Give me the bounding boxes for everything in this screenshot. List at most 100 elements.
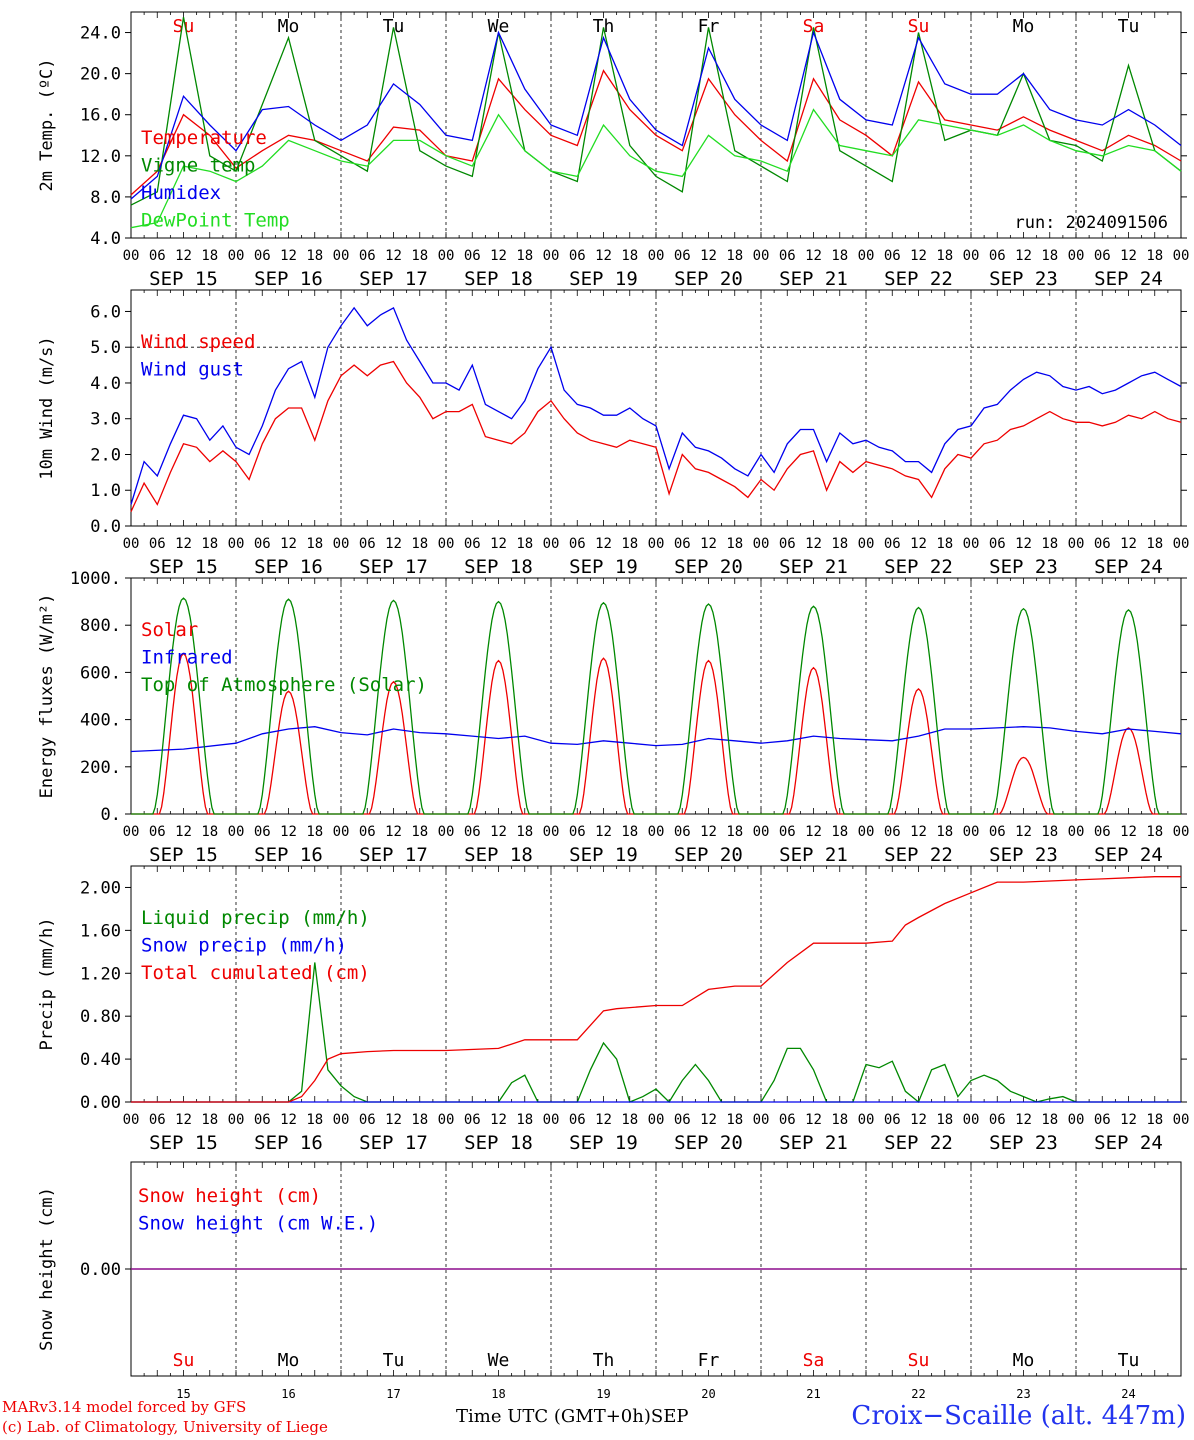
x-hour-label: 00 — [438, 824, 455, 840]
y-tick-label: 4.0 — [90, 229, 121, 249]
x-date-label: SEP 24 — [1094, 268, 1163, 290]
x-hour-label: 18 — [411, 824, 428, 840]
x-hour-label: 00 — [123, 536, 140, 552]
x-hour-label: 12 — [1120, 1112, 1137, 1128]
x-hour-label: 06 — [149, 248, 166, 264]
x-hour-label: 18 — [1041, 536, 1058, 552]
x-hour-label: 18 — [516, 248, 533, 264]
x-hour-label: 12 — [910, 536, 927, 552]
legend-item: Top of Atmosphere (Solar) — [141, 674, 427, 696]
time-axis-text: Time UTC (GMT+0h) — [456, 1406, 651, 1427]
x-hour-label: 12 — [1015, 824, 1032, 840]
day-abbr: Su — [173, 16, 195, 37]
x-date-label: SEP 21 — [779, 1132, 848, 1154]
x-date-label: SEP 16 — [254, 1132, 323, 1154]
x-hour-label: 00 — [753, 824, 770, 840]
x-hour-label: 06 — [464, 1112, 481, 1128]
x-date-label: SEP 17 — [359, 844, 428, 866]
day-abbr: Tu — [383, 16, 405, 37]
legend-item: Wind gust — [141, 359, 244, 381]
day-number: 20 — [701, 1387, 715, 1401]
y-tick-label: 200. — [80, 758, 121, 778]
day-number: 17 — [386, 1387, 400, 1401]
x-hour-label: 12 — [805, 824, 822, 840]
x-hour-label: 00 — [963, 824, 980, 840]
x-hour-label: 00 — [648, 1112, 665, 1128]
x-date-label: SEP 15 — [149, 268, 218, 290]
x-hour-label: 12 — [175, 1112, 192, 1128]
x-date-label: SEP 22 — [884, 844, 953, 866]
day-abbr: Tu — [383, 1350, 405, 1371]
x-hour-label: 12 — [490, 248, 507, 264]
y-axis-label: Precip (mm/h) — [37, 917, 57, 1050]
x-date-label: SEP 23 — [989, 268, 1058, 290]
x-hour-label: 18 — [411, 1112, 428, 1128]
x-hour-label: 18 — [936, 536, 953, 552]
day-abbr: Su — [173, 1350, 195, 1371]
x-hour-label: 18 — [831, 824, 848, 840]
x-hour-label: 00 — [438, 248, 455, 264]
x-date-label: SEP 22 — [884, 268, 953, 290]
day-abbr: Sa — [803, 16, 825, 37]
x-hour-label: 00 — [1068, 536, 1085, 552]
y-tick-label: 1.20 — [80, 964, 121, 984]
x-hour-label: 18 — [516, 1112, 533, 1128]
x-hour-label: 18 — [306, 248, 323, 264]
x-hour-label: 12 — [280, 536, 297, 552]
x-hour-label: 00 — [438, 1112, 455, 1128]
x-hour-label: 06 — [1094, 824, 1111, 840]
x-hour-label: 12 — [595, 1112, 612, 1128]
x-date-label: SEP 23 — [989, 1132, 1058, 1154]
x-hour-label: 00 — [648, 536, 665, 552]
day-abbr: Tu — [1118, 16, 1140, 37]
x-hour-label: 12 — [910, 1112, 927, 1128]
y-tick-label: 8.0 — [90, 188, 121, 208]
x-hour-label: 00 — [543, 824, 560, 840]
x-hour-label: 00 — [753, 536, 770, 552]
legend-item: Vigne temp — [141, 155, 255, 177]
y-tick-label: 0. — [101, 805, 121, 825]
y-tick-label: 2.0 — [90, 445, 121, 465]
x-hour-label: 18 — [831, 536, 848, 552]
x-hour-label: 00 — [543, 1112, 560, 1128]
y-tick-label: 0.80 — [80, 1007, 121, 1027]
x-date-label: SEP 19 — [569, 556, 638, 578]
x-hour-label: 06 — [254, 248, 271, 264]
x-hour-label: 00 — [1173, 248, 1190, 264]
x-date-label: SEP 20 — [674, 268, 743, 290]
x-hour-label: 12 — [805, 248, 822, 264]
y-axis-label: 10m Wind (m/s) — [37, 336, 57, 479]
x-hour-label: 00 — [1068, 1112, 1085, 1128]
x-hour-label: 12 — [595, 248, 612, 264]
x-date-label: SEP 17 — [359, 1132, 428, 1154]
x-hour-label: 00 — [753, 248, 770, 264]
x-hour-label: 06 — [989, 824, 1006, 840]
day-abbr: Fr — [698, 1350, 720, 1371]
x-hour-label: 18 — [201, 824, 218, 840]
x-hour-label: 00 — [333, 1112, 350, 1128]
x-date-label: SEP 20 — [674, 1132, 743, 1154]
x-hour-label: 12 — [910, 248, 927, 264]
run-label: run: 2024091506 — [1014, 213, 1168, 233]
x-hour-label: 06 — [254, 1112, 271, 1128]
x-date-label: SEP 16 — [254, 844, 323, 866]
x-hour-label: 06 — [359, 248, 376, 264]
x-hour-label: 18 — [306, 1112, 323, 1128]
x-date-label: SEP 17 — [359, 268, 428, 290]
x-hour-label: 18 — [1041, 1112, 1058, 1128]
legend-item: Infrared — [141, 647, 233, 669]
x-date-label: SEP 23 — [989, 556, 1058, 578]
x-hour-label: 06 — [1094, 248, 1111, 264]
x-hour-label: 18 — [1146, 536, 1163, 552]
x-hour-label: 12 — [280, 824, 297, 840]
x-hour-label: 06 — [359, 824, 376, 840]
x-hour-label: 12 — [490, 824, 507, 840]
x-hour-label: 00 — [1068, 824, 1085, 840]
x-hour-label: 12 — [280, 1112, 297, 1128]
day-number: 18 — [491, 1387, 505, 1401]
x-hour-label: 18 — [411, 536, 428, 552]
x-hour-label: 12 — [700, 1112, 717, 1128]
x-hour-label: 18 — [936, 1112, 953, 1128]
x-date-label: SEP 17 — [359, 556, 428, 578]
x-hour-label: 00 — [543, 248, 560, 264]
